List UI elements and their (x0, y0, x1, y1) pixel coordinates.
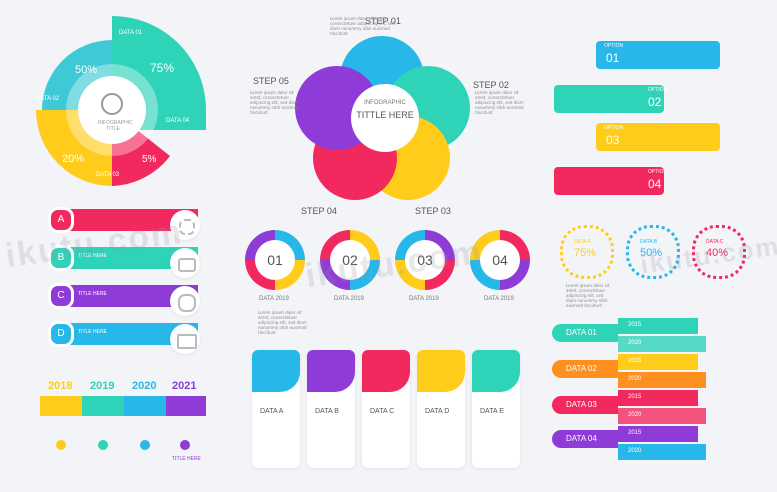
ring-b-pct: 50% (640, 247, 663, 259)
briefcase-icon (177, 334, 197, 349)
donut-1-year: DATA 2019 (259, 296, 289, 302)
step-cycle-diagram: INFOGRAPHIC TITTLE HERE STEP 01 STEP 02 … (245, 10, 535, 220)
databar-year-1: 2015 (628, 322, 642, 328)
pie-label-2: DATA 02 (36, 96, 60, 102)
donut-4-num: 04 (492, 252, 508, 268)
databar-group-1: DATA 01 (566, 328, 597, 337)
option-2-num: 02 (648, 95, 662, 109)
year-2021: 2021 (172, 380, 197, 392)
timeline-title: TITLE HERE (172, 456, 201, 462)
option-1-label: OPTION (604, 43, 624, 49)
gear-icon (179, 219, 195, 235)
step-03-label: STEP 03 (415, 206, 451, 216)
donut-2-year: DATA 2019 (334, 296, 364, 302)
option-4-label: OPTION (648, 169, 668, 175)
pie-label-4: DATA 04 (166, 118, 190, 124)
databar-year-7: 2015 (628, 430, 642, 436)
letter-a: A (48, 207, 74, 233)
option-1-num: 01 (606, 51, 620, 65)
abcd-title-c: TITLE HERE (78, 291, 107, 297)
option-3-label: OPTION (604, 125, 624, 131)
cycle-title-main: TITTLE HERE (356, 110, 414, 120)
abcd-title-d: TITLE HERE (78, 329, 107, 335)
letter-c: C (48, 283, 74, 309)
option-4-num: 04 (648, 177, 662, 191)
pie-chart-icon (178, 294, 196, 312)
donut-4-year: DATA 2019 (484, 296, 514, 302)
data-year-bars: DATA 01 DATA 02 DATA 03 DATA 04 2015 202… (548, 318, 718, 468)
step-01-label: STEP 01 (365, 16, 401, 26)
databar-year-2: 2020 (628, 340, 642, 346)
option-3-num: 03 (606, 133, 620, 147)
abcd-title-b: TITLE HERE (78, 253, 107, 259)
ring-a-label: DATA A (574, 239, 591, 245)
ring-c-label: DATA C (706, 239, 724, 245)
donut-1-num: 01 (267, 252, 283, 268)
pie-title: INFOGRAPHIC TITLE (98, 120, 133, 132)
year-timeline: 2018 2019 2020 2021 TITLE HERE (40, 380, 210, 490)
chat-icon (178, 258, 196, 272)
databar-year-4: 2020 (628, 376, 642, 382)
abcd-banner-list: A B C D TITLE HERE TITLE HERE TITLE HERE (40, 205, 210, 365)
ring-b-label: DATA B (640, 239, 658, 245)
pie-label-1: DATA 01 (119, 30, 143, 36)
letter-d: D (48, 321, 74, 347)
donut-2-num: 02 (342, 252, 358, 268)
svg-text:20%: 20% (62, 153, 84, 165)
step-02-label: STEP 02 (473, 80, 509, 90)
lorem-step-5: Lorem ipsum dolor sit amet, consectetuer… (250, 90, 299, 115)
databar-year-5: 2015 (628, 394, 642, 400)
databar-group-4: DATA 04 (566, 434, 597, 443)
databar-group-2: DATA 02 (566, 364, 597, 373)
card-a-label: DATA A (260, 408, 284, 415)
databar-year-6: 2020 (628, 412, 642, 418)
lorem-ring-a: Lorem ipsum dolor sit amet, consectetuer… (566, 283, 610, 308)
pie-label-3: DATA 03 (96, 172, 120, 178)
year-2019: 2019 (90, 380, 115, 392)
option-2-label: OPTION (648, 87, 668, 93)
year-2018: 2018 (48, 380, 73, 392)
lorem-step-1: Lorem ipsum dolor sit amet, consectetuer… (330, 16, 395, 36)
lorem-donut-1: Lorem ipsum dolor sit amet, consectetuer… (258, 310, 307, 335)
lorem-step-2: Lorem ipsum dolor sit amet, consectetuer… (475, 90, 524, 115)
options-arrow-list: OPTION 01 OPTION 02 OPTION 03 OPTION 04 (550, 35, 725, 200)
card-c-label: DATA C (370, 408, 395, 415)
svg-text:5%: 5% (142, 154, 157, 165)
cycle-title-top: INFOGRAPHIC (364, 100, 406, 106)
databar-year-8: 2020 (628, 448, 642, 454)
donut-row: 01 02 03 04 DATA 2019 DATA 2019 DATA 201… (245, 230, 535, 330)
card-e-label: DATA E (480, 408, 504, 415)
svg-text:75%: 75% (150, 61, 174, 75)
databar-group-3: DATA 03 (566, 400, 597, 409)
step-05-label: STEP 05 (253, 76, 289, 86)
databar-year-3: 2015 (628, 358, 642, 364)
data-card-row: DATA A DATA B DATA C DATA D DATA E (250, 350, 530, 490)
card-b-label: DATA B (315, 408, 339, 415)
pie-pct-50: 50% (75, 64, 97, 76)
segmented-pie-chart: 50% 75% 20% 5% INFOGRAPHIC TITLE DATA 01… (0, 0, 230, 200)
step-04-label: STEP 04 (301, 206, 337, 216)
card-d-label: DATA D (425, 408, 450, 415)
ring-a-pct: 75% (574, 247, 597, 259)
donut-3-num: 03 (417, 252, 433, 268)
letter-b: B (48, 245, 74, 271)
year-2020: 2020 (132, 380, 157, 392)
dotted-ring-row: DATA A 75% DATA B 50% DATA C 40% (560, 225, 746, 295)
donut-3-year: DATA 2019 (409, 296, 439, 302)
ring-c-pct: 40% (706, 247, 729, 259)
